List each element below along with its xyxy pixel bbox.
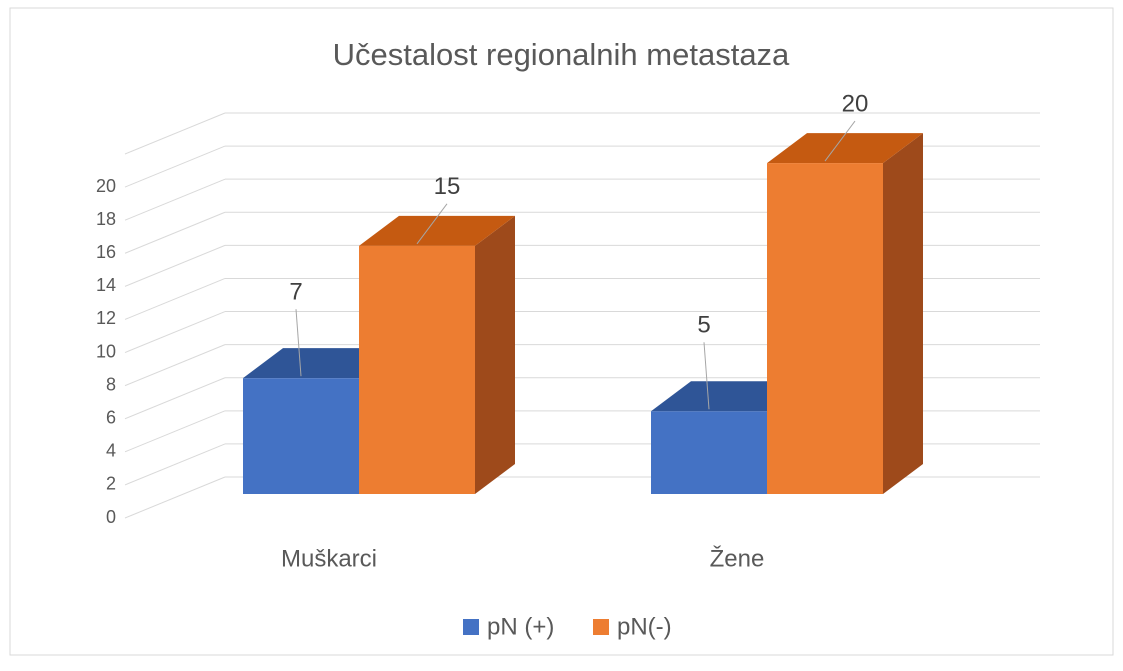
grid-line	[124, 277, 226, 320]
legend-label: pN(-)	[617, 613, 672, 640]
y-tick-label: 12	[96, 308, 116, 328]
chart-title: Učestalost regionalnih metastaza	[333, 37, 790, 72]
bar-top	[767, 133, 923, 164]
grid-line	[124, 244, 226, 287]
bar-side	[883, 133, 923, 494]
y-tick-label: 2	[106, 474, 116, 494]
leader-line	[703, 342, 710, 410]
grid-line	[124, 476, 226, 519]
leader-line	[824, 120, 856, 162]
bar	[243, 378, 359, 494]
y-tick-label: 6	[106, 407, 116, 427]
bar-top	[359, 215, 515, 246]
grid-line	[124, 443, 226, 486]
x-tick-label: Žene	[710, 545, 765, 572]
leader-line	[295, 309, 302, 377]
grid-line	[124, 311, 226, 354]
x-tick-label: Muškarci	[281, 545, 377, 572]
leader-line	[416, 203, 448, 245]
y-tick-label: 14	[96, 275, 116, 295]
grid-line	[124, 410, 226, 453]
bar	[359, 245, 475, 494]
data-label: 5	[697, 312, 710, 339]
wall-frame	[124, 112, 226, 155]
data-label: 20	[842, 90, 869, 117]
legend-label: pN (+)	[487, 613, 554, 640]
grid-line	[124, 178, 226, 221]
chart-border	[9, 7, 1114, 656]
y-tick-label: 18	[96, 209, 116, 229]
y-tick-label: 0	[106, 507, 116, 527]
grid-line	[124, 344, 226, 387]
bar-side	[475, 215, 515, 494]
y-tick-label: 16	[96, 242, 116, 262]
y-tick-label: 4	[106, 441, 116, 461]
bar	[767, 163, 883, 494]
grid-line	[124, 145, 226, 188]
legend-swatch	[463, 619, 479, 635]
data-label: 15	[434, 173, 461, 200]
legend-swatch	[593, 619, 609, 635]
y-tick-label: 8	[106, 374, 116, 394]
grid-line	[124, 211, 226, 254]
y-tick-label: 10	[96, 341, 116, 361]
bar	[651, 411, 767, 494]
y-tick-label: 20	[96, 176, 116, 196]
data-label: 7	[289, 279, 302, 306]
grid-line	[124, 377, 226, 420]
